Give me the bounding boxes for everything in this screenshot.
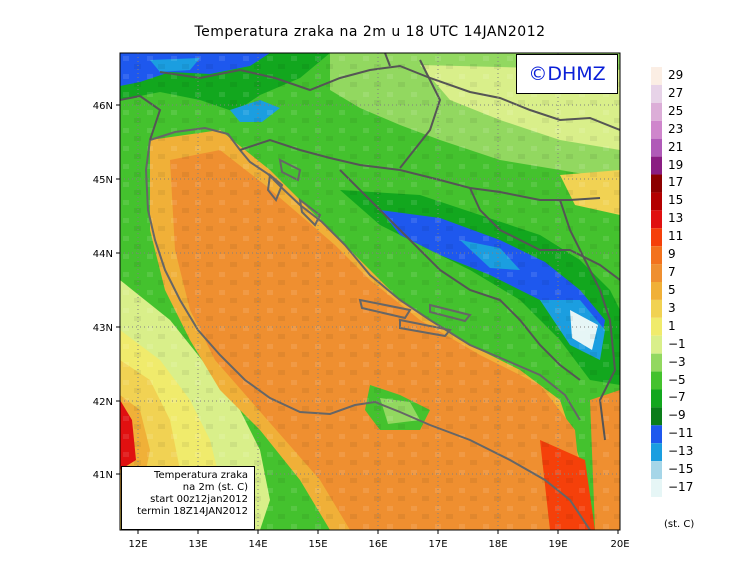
lat-label: 41N bbox=[93, 470, 113, 481]
colorbar-label: −7 bbox=[668, 390, 686, 405]
colorbar-label: −13 bbox=[668, 444, 694, 459]
lon-label: 19E bbox=[548, 539, 567, 550]
colorbar-swatch bbox=[651, 120, 662, 139]
lon-label: 14E bbox=[248, 539, 267, 550]
colorbar-swatch bbox=[651, 246, 662, 265]
gridlines bbox=[120, 53, 620, 530]
colorbar-label: 25 bbox=[668, 103, 684, 118]
colorbar-label: 23 bbox=[668, 121, 684, 136]
colorbar-swatch bbox=[651, 67, 662, 85]
colorbar-swatch bbox=[651, 102, 662, 121]
colorbar-swatch bbox=[651, 443, 662, 462]
info-line: na 2m (st. C) bbox=[182, 482, 248, 493]
dhmz-watermark: ©DHMZ bbox=[516, 54, 618, 94]
colorbar-swatch bbox=[651, 282, 662, 300]
colorbar-label: −5 bbox=[668, 372, 686, 387]
colorbar-swatch bbox=[651, 461, 662, 480]
colorbar-swatch bbox=[651, 335, 662, 354]
lat-label: 46N bbox=[93, 101, 113, 112]
lat-label: 45N bbox=[93, 175, 113, 186]
info-line: start 00z12jan2012 bbox=[150, 494, 248, 505]
lon-label: 15E bbox=[308, 539, 327, 550]
borders bbox=[120, 53, 620, 441]
colorbar-swatch bbox=[651, 371, 662, 390]
colorbar-label: 29 bbox=[668, 68, 684, 82]
colorbar-label: −3 bbox=[668, 354, 686, 369]
colorbar bbox=[651, 67, 662, 497]
map-frame bbox=[119, 52, 621, 531]
colorbar-label: −11 bbox=[668, 426, 694, 441]
colorbar-label: −1 bbox=[668, 336, 686, 351]
lat-label: 42N bbox=[93, 397, 113, 408]
lon-label: 20E bbox=[610, 539, 629, 550]
colorbar-label: 9 bbox=[668, 247, 676, 262]
colorbar-label: 15 bbox=[668, 193, 684, 208]
colorbar-swatch bbox=[651, 138, 662, 157]
colorbar-swatch bbox=[651, 353, 662, 372]
colorbar-swatch bbox=[651, 425, 662, 444]
colorbar-label: 27 bbox=[668, 85, 684, 100]
colorbar-label: −17 bbox=[668, 480, 694, 494]
info-box: Temperatura zraka na 2m (st. C) start 00… bbox=[121, 466, 255, 530]
lon-label: 18E bbox=[488, 539, 507, 550]
colorbar-label: 1 bbox=[668, 318, 676, 333]
lon-label: 17E bbox=[428, 539, 447, 550]
colorbar-swatch bbox=[651, 317, 662, 336]
colorbar-label: 13 bbox=[668, 211, 684, 226]
colorbar-swatch bbox=[651, 174, 662, 193]
colorbar-swatch bbox=[651, 84, 662, 103]
colorbar-swatch bbox=[651, 299, 662, 318]
info-line: termin 18Z14JAN2012 bbox=[137, 506, 248, 517]
colorbar-swatch bbox=[651, 156, 662, 175]
colorbar-label: 11 bbox=[668, 229, 684, 244]
coastlines bbox=[144, 126, 591, 530]
axis-ticks bbox=[116, 104, 619, 534]
colorbar-units: (st. C) bbox=[664, 519, 695, 530]
lon-label: 16E bbox=[368, 539, 387, 550]
map-title: Temperatura zraka na 2m u 18 UTC 14JAN20… bbox=[194, 24, 546, 40]
colorbar-swatch bbox=[651, 264, 662, 282]
colorbar-label: 17 bbox=[668, 175, 684, 190]
colorbar-swatch bbox=[651, 192, 662, 211]
colorbar-swatch bbox=[651, 407, 662, 426]
temperature-field bbox=[120, 53, 620, 530]
colorbar-label: −15 bbox=[668, 462, 694, 477]
lat-label: 43N bbox=[93, 323, 113, 334]
colorbar-label: 3 bbox=[668, 300, 676, 315]
colorbar-swatch bbox=[651, 479, 662, 497]
lon-label: 13E bbox=[188, 539, 207, 550]
lon-label: 12E bbox=[128, 539, 147, 550]
info-line: Temperatura zraka bbox=[154, 470, 248, 481]
colorbar-label: 19 bbox=[668, 157, 684, 172]
colorbar-label: 5 bbox=[668, 282, 676, 297]
colorbar-swatch bbox=[651, 389, 662, 408]
colorbar-swatch bbox=[651, 210, 662, 229]
lat-label: 44N bbox=[93, 249, 113, 260]
colorbar-swatch bbox=[651, 228, 662, 247]
colorbar-label: 21 bbox=[668, 139, 684, 154]
colorbar-label: −9 bbox=[668, 408, 686, 423]
colorbar-label: 7 bbox=[668, 265, 676, 280]
